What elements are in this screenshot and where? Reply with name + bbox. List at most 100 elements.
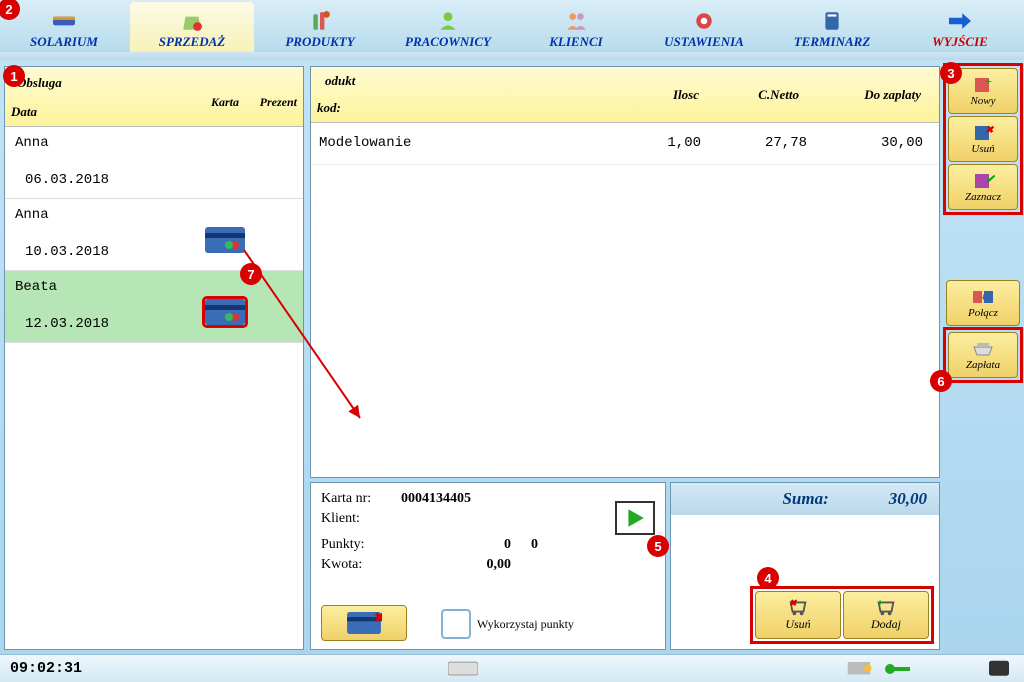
merge-label: Połącz xyxy=(968,307,998,319)
kwota-value: 0,00 xyxy=(401,557,511,573)
person-icon xyxy=(433,9,463,33)
svg-text:✖: ✖ xyxy=(374,612,382,625)
pay-label: Zapłata xyxy=(966,359,1000,371)
receipt-row[interactable]: Anna 10.03.2018 xyxy=(5,199,303,271)
book-icon xyxy=(817,9,847,33)
marker-5: 5 xyxy=(647,535,669,557)
delete-label: Usuń xyxy=(971,143,994,155)
nav-label: PRACOWNICY xyxy=(405,34,491,50)
col-produkt: odukt xyxy=(325,73,355,89)
nav-terminarz[interactable]: TERMINARZ xyxy=(770,2,894,52)
arrow-icon xyxy=(945,9,975,33)
new-label: Nowy xyxy=(970,95,995,107)
receipt-date: 06.03.2018 xyxy=(25,172,109,188)
nav-produkty[interactable]: PRODUKTY xyxy=(258,2,382,52)
product-qty: 1,00 xyxy=(667,135,701,151)
receipt-row[interactable]: Anna 06.03.2018 xyxy=(5,127,303,199)
col-kod: kod: xyxy=(317,100,341,116)
receipt-list: 1 Obsluga Data Karta Prezent Anna 06.03.… xyxy=(4,66,304,650)
merge-button[interactable]: + Połącz xyxy=(946,280,1020,326)
kwota-label: Kwota: xyxy=(321,557,401,573)
nav-wyjscie[interactable]: WYJŚCIE xyxy=(898,2,1022,52)
nav-pracownicy[interactable]: PRACOWNICY xyxy=(386,2,510,52)
marker-1: 1 xyxy=(3,65,25,87)
nav-label: USTAWIENIA xyxy=(664,34,744,50)
product-net: 27,78 xyxy=(765,135,807,151)
center-panel: 2 odukt kod: Ilosc C.Netto Do zaplaty Mo… xyxy=(310,66,940,650)
bag-icon xyxy=(177,9,207,33)
product-total: 30,00 xyxy=(881,135,923,151)
receipt-name: Beata xyxy=(15,279,57,295)
svg-text:+: + xyxy=(980,290,987,304)
status-bar: 09:02:31 xyxy=(0,654,1024,682)
nav-label: PRODUKTY xyxy=(285,34,354,50)
product-table: 2 odukt kod: Ilosc C.Netto Do zaplaty Mo… xyxy=(310,66,940,478)
top-nav: SOLARIUM SPRZEDAŻ PRODUKTY PRACOWNICY KL… xyxy=(0,0,1024,52)
bottles-icon xyxy=(305,9,335,33)
col-prezent: Prezent xyxy=(260,95,297,110)
svg-text:+: + xyxy=(877,598,883,609)
cart-remove-button[interactable]: ✖ Usuń xyxy=(755,591,841,639)
punkty-second: 0 xyxy=(531,537,538,553)
karta-value: 0004134405 xyxy=(401,491,471,507)
sum-panel: Suma: 30,00 4 ✖ Usuń + Dodaj xyxy=(670,482,940,650)
marker-4: 4 xyxy=(757,567,779,589)
col-karta: Karta xyxy=(211,95,239,110)
cart-add-label: Dodaj xyxy=(871,617,901,632)
nav-label: KLIENCI xyxy=(549,34,602,50)
receipt-date: 12.03.2018 xyxy=(25,316,109,332)
nav-label: WYJŚCIE xyxy=(932,34,988,50)
use-points-label: Wykorzystaj punkty xyxy=(477,617,574,632)
nav-label: SPRZEDAŻ xyxy=(159,34,225,50)
card-icon xyxy=(205,227,245,253)
right-action-panel: 3 + Nowy ✖ Usuń ✔ Zaznacz + Połącz Zapła… xyxy=(946,66,1020,650)
use-points-checkbox[interactable] xyxy=(441,609,471,639)
select-button[interactable]: ✔ Zaznacz xyxy=(948,164,1018,210)
col-cnetto: C.Netto xyxy=(758,87,799,103)
play-button[interactable] xyxy=(615,501,655,535)
nav-label: TERMINARZ xyxy=(794,34,871,50)
card-info-panel: Karta nr:0004134405 Klient: Punkty:00 Kw… xyxy=(310,482,666,650)
sun-icon xyxy=(49,9,79,33)
product-row[interactable]: Modelowanie 1,00 27,78 30,00 xyxy=(311,123,939,165)
clock: 09:02:31 xyxy=(10,660,82,677)
printer-icon[interactable] xyxy=(844,659,874,679)
karta-label: Karta nr: xyxy=(321,491,401,507)
key-icon[interactable] xyxy=(884,659,914,679)
nav-ustawienia[interactable]: USTAWIENIA xyxy=(642,2,766,52)
people-icon xyxy=(561,9,591,33)
keyboard-icon[interactable] xyxy=(448,659,478,679)
col-dozaplaty: Do zaplaty xyxy=(864,87,921,103)
device-icon[interactable] xyxy=(984,659,1014,679)
receipt-row-selected[interactable]: Beata 12.03.2018 7 xyxy=(5,271,303,343)
nav-label: SOLARIUM xyxy=(30,34,98,50)
pay-button[interactable]: Zapłata xyxy=(948,332,1018,378)
klient-label: Klient: xyxy=(321,511,401,527)
remove-card-button[interactable]: ✖ xyxy=(321,605,407,641)
gear-icon xyxy=(689,9,719,33)
bottom-row: Karta nr:0004134405 Klient: Punkty:00 Kw… xyxy=(310,482,940,650)
col-data: Data xyxy=(11,104,37,120)
right-group-pay: Zapłata 6 xyxy=(946,330,1020,380)
product-table-header: odukt kod: Ilosc C.Netto Do zaplaty xyxy=(311,67,939,123)
stripe xyxy=(0,52,1024,60)
delete-button[interactable]: ✖ Usuń xyxy=(948,116,1018,162)
receipt-list-header: Obsluga Data Karta Prezent xyxy=(5,67,303,127)
marker-7: 7 xyxy=(240,263,262,285)
right-group-top: + Nowy ✖ Usuń ✔ Zaznacz xyxy=(946,66,1020,212)
cart-remove-label: Usuń xyxy=(785,617,810,632)
cart-add-button[interactable]: + Dodaj xyxy=(843,591,929,639)
marker-3: 3 xyxy=(940,62,962,84)
use-points-wrap[interactable]: Wykorzystaj punkty xyxy=(441,609,574,639)
nav-sprzedaz[interactable]: SPRZEDAŻ xyxy=(130,2,254,52)
marker-6: 6 xyxy=(930,370,952,392)
cart-buttons-group: ✖ Usuń + Dodaj xyxy=(753,589,931,641)
nav-solarium[interactable]: SOLARIUM xyxy=(2,2,126,52)
punkty-value: 0 xyxy=(401,537,511,553)
nav-klienci[interactable]: KLIENCI xyxy=(514,2,638,52)
svg-text:✔: ✔ xyxy=(985,172,995,186)
receipt-name: Anna xyxy=(15,207,49,223)
receipt-name: Anna xyxy=(15,135,49,151)
col-ilosc: Ilosc xyxy=(673,87,699,103)
svg-text:✖: ✖ xyxy=(985,125,995,136)
